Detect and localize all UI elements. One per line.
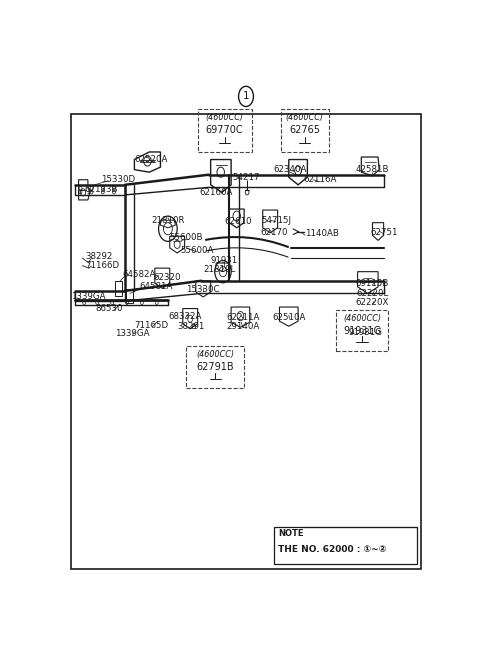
Text: 69770C: 69770C: [206, 125, 243, 136]
Text: NOTE: NOTE: [278, 529, 304, 539]
Text: 55600B: 55600B: [170, 234, 203, 242]
Text: 91931G: 91931G: [343, 326, 381, 336]
Text: 42581B: 42581B: [356, 165, 389, 174]
Text: 09115B: 09115B: [356, 279, 389, 288]
Text: 62610: 62610: [225, 217, 252, 226]
Text: 62170: 62170: [260, 228, 288, 237]
Text: (4600CC): (4600CC): [286, 113, 324, 122]
Text: 86530: 86530: [96, 304, 123, 313]
Bar: [126, 289, 133, 304]
Text: 1339GA: 1339GA: [71, 293, 106, 301]
Text: 62320: 62320: [154, 274, 181, 282]
Text: 62133B: 62133B: [84, 186, 118, 194]
Text: 91931: 91931: [210, 256, 237, 265]
Text: 55600A: 55600A: [180, 246, 214, 255]
Text: 21810R: 21810R: [151, 216, 185, 224]
Text: 71166D: 71166D: [85, 260, 120, 270]
Text: 62116A: 62116A: [304, 175, 337, 184]
Bar: [336, 310, 388, 352]
Bar: [115, 281, 122, 296]
Text: 62520A: 62520A: [134, 155, 168, 164]
Text: 62791B: 62791B: [196, 362, 234, 372]
Text: (4600CC): (4600CC): [343, 314, 381, 323]
Text: 62220X: 62220X: [356, 298, 389, 307]
Text: 54217: 54217: [232, 173, 260, 182]
Text: 62751: 62751: [370, 228, 397, 237]
Text: 15330D: 15330D: [101, 175, 135, 184]
Text: 64581A: 64581A: [139, 282, 173, 291]
Text: 54715J: 54715J: [261, 216, 291, 224]
Text: 38292: 38292: [85, 252, 113, 261]
Text: 62765: 62765: [289, 125, 320, 136]
Text: 15330C: 15330C: [186, 285, 219, 295]
Bar: [274, 527, 417, 564]
Bar: [198, 109, 252, 152]
Bar: [186, 346, 244, 388]
Text: (4600CC): (4600CC): [196, 350, 234, 359]
Text: 62340A: 62340A: [273, 165, 307, 174]
Text: 1339GA: 1339GA: [115, 329, 149, 338]
Text: 91931G: 91931G: [348, 328, 382, 337]
Text: 21810L: 21810L: [204, 265, 236, 274]
Text: 64582A: 64582A: [122, 270, 156, 279]
Text: 62160A: 62160A: [200, 188, 233, 197]
Text: 38291: 38291: [177, 321, 204, 331]
Text: 1: 1: [243, 91, 249, 102]
Bar: [281, 109, 329, 152]
Text: 68332A: 68332A: [168, 312, 202, 321]
Text: 1140AB: 1140AB: [305, 230, 339, 238]
Text: 62510A: 62510A: [273, 313, 306, 321]
Text: 62220L: 62220L: [356, 289, 389, 298]
Text: 71165D: 71165D: [134, 321, 168, 330]
Text: THE NO. 62000 : ①~②: THE NO. 62000 : ①~②: [278, 544, 387, 554]
Text: 29140A: 29140A: [227, 321, 260, 331]
Text: (4600CC): (4600CC): [205, 113, 244, 122]
Text: 62211A: 62211A: [227, 313, 260, 321]
